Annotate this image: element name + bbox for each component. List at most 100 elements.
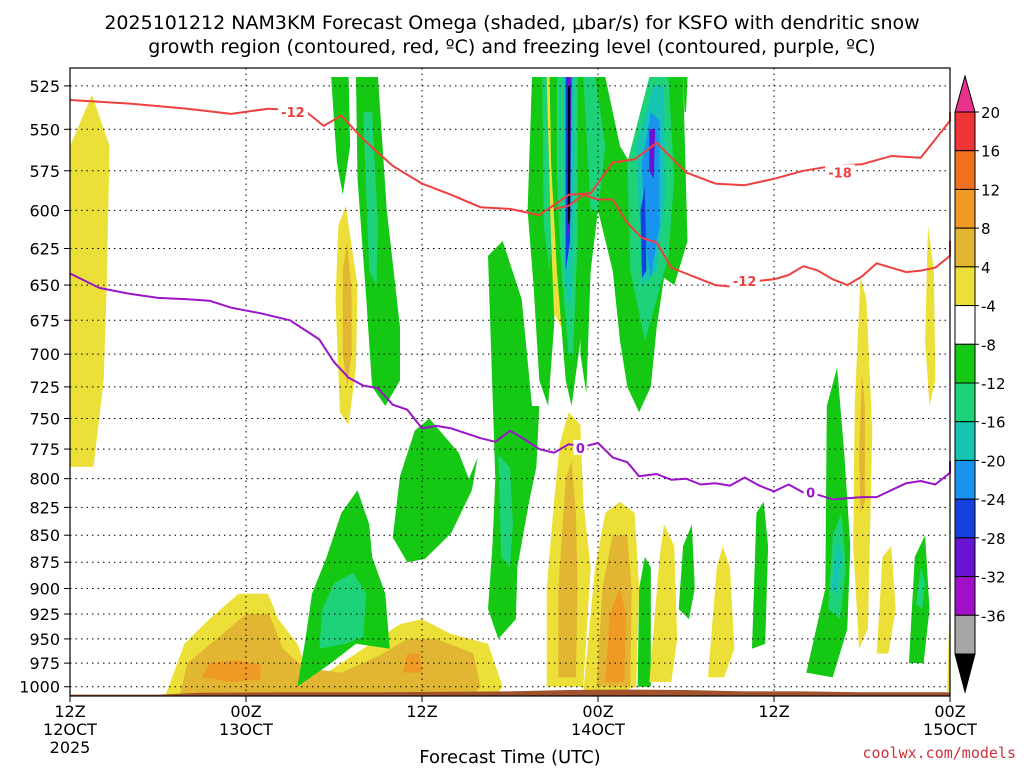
ytick-label-950: 950 [29, 630, 60, 649]
xtick-label-4-1: 12Z [758, 702, 789, 721]
colorbar-swatch-3 [954, 227, 976, 268]
colorbar-swatch-4 [954, 266, 976, 307]
colorbar-label-1: 16 [981, 143, 1000, 161]
freezing-label-1: 0 [806, 487, 815, 502]
freezing-label-0-bg [573, 439, 588, 455]
omega-region-14 [498, 455, 513, 568]
colorbar-swatch-6 [954, 343, 976, 384]
colorbar-label-3: 8 [981, 220, 991, 238]
xtick-label-3-1: 00Z [582, 702, 613, 721]
omega-region-9 [392, 418, 478, 563]
chart-title: 2025101212 NAM3KM Forecast Omega (shaded… [104, 12, 919, 34]
colorbar-swatch-12 [954, 576, 976, 616]
omega-region-0 [70, 94, 110, 467]
omega-region-21 [642, 112, 660, 278]
colorbar-swatch-13 [954, 614, 976, 655]
omega-region-33 [558, 461, 578, 678]
contour-labels: -12 -18 -12 0 0 [277, 104, 855, 502]
omega-shading [70, 77, 950, 696]
ytick-label-575: 575 [29, 162, 60, 181]
ytick-label-725: 725 [29, 378, 60, 397]
omega-region-51 [947, 556, 950, 692]
ytick-label-525: 525 [29, 77, 60, 96]
colorbar-label-10: -24 [981, 491, 1006, 509]
ytick-label-875: 875 [29, 553, 60, 572]
plot-frame [69, 67, 951, 697]
ytick-label-925: 925 [29, 605, 60, 624]
chart-subtitle: growth region (contoured, red, ºC) and f… [148, 36, 875, 58]
xtick-label-1-1: 00Z [230, 702, 261, 721]
ytick-label-750: 750 [29, 409, 60, 428]
ytick-label-650: 650 [29, 276, 60, 295]
xtick-label-0-2: 12OCT [43, 720, 97, 739]
colorbar-swatch-5 [954, 305, 976, 345]
ytick-label-700: 700 [29, 345, 60, 364]
dgz-label-2-bg [729, 272, 760, 288]
omega-region-38 [649, 524, 678, 682]
omega-region-2 [342, 241, 352, 387]
xtick-label-3-2: 14OCT [571, 720, 625, 739]
omega-region-49 [916, 567, 926, 609]
colorbar-label-6: -8 [981, 336, 996, 354]
omega-region-41 [752, 501, 769, 649]
colorbar-swatch-11 [954, 537, 976, 578]
ytick-label-850: 850 [29, 526, 60, 545]
omega-region-23 [649, 129, 656, 179]
omega-region-44 [831, 540, 842, 594]
colorbar-swatch-0 [954, 111, 976, 152]
colorbar-swatch-7 [954, 382, 976, 423]
colorbar-swatch-1 [954, 150, 976, 190]
dgz-label-2: -12 [733, 275, 757, 290]
colorbar-label-4: 4 [981, 259, 991, 277]
xtick-label-5-2: 15OCT [923, 720, 977, 739]
omega-region-40 [708, 546, 735, 678]
freezing-label-1-bg [803, 484, 818, 500]
terrain-surface [70, 689, 950, 696]
dgz-label-1: -18 [828, 166, 852, 181]
omega-region-50 [925, 225, 936, 406]
colorbar-swatch-10 [954, 498, 976, 539]
credit-text: coolwx.com/models [862, 744, 1016, 762]
colorbar-label-12: -32 [981, 569, 1006, 587]
colorbar-label-8: -16 [981, 414, 1006, 432]
xtick-label-2-1: 12Z [406, 702, 437, 721]
xtick-label-1-2: 13OCT [219, 720, 273, 739]
ytick-label-625: 625 [29, 239, 60, 258]
omega-region-12 [363, 112, 378, 286]
ytick-label-825: 825 [29, 498, 60, 517]
omega-region-47 [876, 546, 896, 654]
omega-region-31 [567, 85, 571, 226]
xtick-label-5-1: 00Z [934, 702, 965, 721]
omega-region-5 [202, 660, 261, 682]
x-axis-label: Forecast Time (UTC) [419, 747, 600, 768]
colorbar-top-arrow [954, 74, 976, 113]
omega-region-36 [605, 588, 626, 682]
dgz-label-0-bg [277, 104, 308, 120]
omega-region-10 [331, 77, 351, 195]
ytick-label-775: 775 [29, 440, 60, 459]
ytick-label-550: 550 [29, 120, 60, 139]
omega-region-37 [637, 556, 651, 687]
xtick-label-0-3: 2025 [50, 738, 91, 757]
y-axis: 525 550 575 600 625 650 675 700 725 750 775 800 825 8… [19, 77, 70, 697]
colorbar-bottom-arrow [954, 653, 976, 694]
dgz-label-0: -12 [281, 106, 305, 121]
colorbar-swatch-2 [954, 188, 976, 229]
ytick-label-800: 800 [29, 470, 60, 489]
colorbar-label-13: -36 [981, 607, 1006, 625]
colorbar-label-0: 20 [981, 104, 1000, 122]
omega-region-39 [678, 524, 695, 620]
colorbar: 20 16 12 8 4 -4 -8 -12 -16 -20 -24 -28 -32 -36 [954, 74, 1006, 694]
ytick-label-1000: 1000 [19, 678, 60, 697]
ytick-label-900: 900 [29, 579, 60, 598]
ytick-label-675: 675 [29, 311, 60, 330]
colorbar-label-7: -12 [981, 375, 1006, 393]
colorbar-label-5: -4 [981, 298, 996, 316]
omega-region-22 [640, 186, 647, 278]
colorbar-swatch-8 [954, 421, 976, 461]
dgz-label-1-bg [825, 164, 855, 180]
ytick-label-600: 600 [29, 201, 60, 220]
ytick-label-975: 975 [29, 654, 60, 673]
